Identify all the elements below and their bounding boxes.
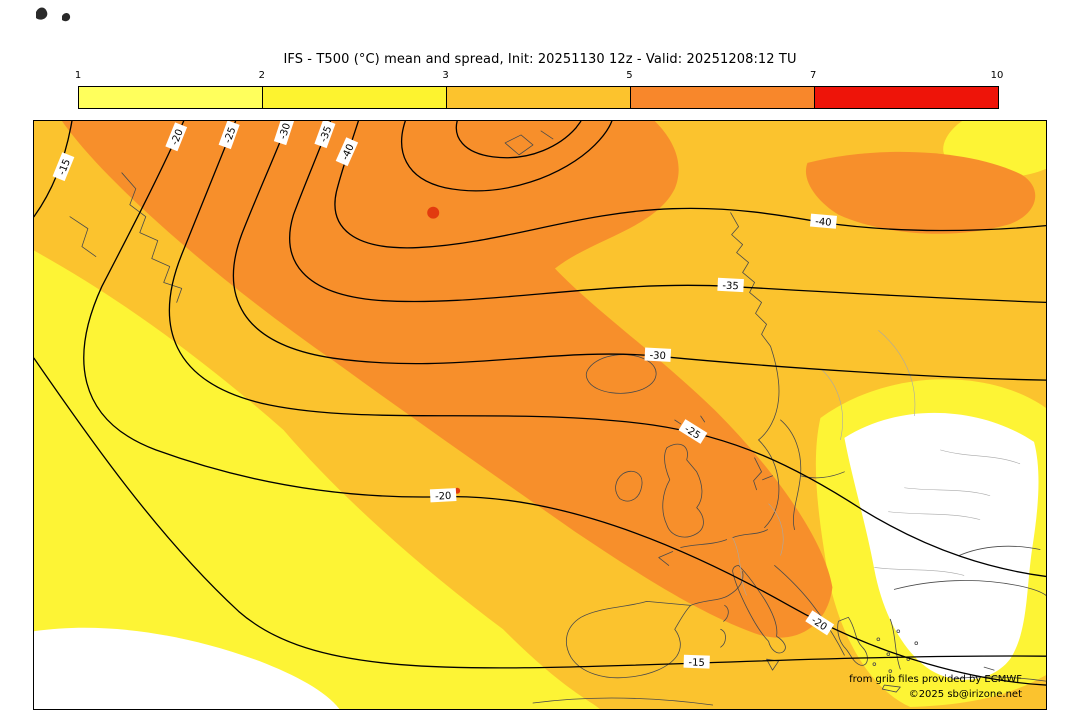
- colorbar-tick: 1: [74, 70, 82, 81]
- country-borders: [732, 330, 1021, 596]
- coastline-north-africa: [532, 697, 714, 706]
- map-canvas: -15 -20 -25 -30 -35 -40 -40 -35: [34, 121, 1046, 709]
- forecast-map: -15 -20 -25 -30 -35 -40 -40 -35: [33, 120, 1047, 710]
- aegean-islands: [872, 629, 919, 673]
- contour-inner-loop-1: [401, 121, 613, 192]
- spread-colorbar: [78, 86, 999, 109]
- coastline-black-sea-south: [893, 580, 1046, 596]
- coastline-corsica-sardinia: [720, 604, 729, 648]
- coastline-ireland: [615, 470, 643, 502]
- colorbar-tick: 7: [810, 70, 817, 81]
- colorbar-tick: 10: [990, 70, 1004, 81]
- corner-mark-1: [36, 7, 48, 20]
- svg-text:-40: -40: [815, 216, 832, 228]
- coastline-denmark: [753, 457, 773, 491]
- svg-text:-30: -30: [649, 350, 666, 362]
- isotherm-label: -30: [273, 121, 295, 146]
- spread-spot-extreme-1: [427, 206, 440, 219]
- corner-mark-2: [62, 13, 71, 22]
- colorbar-segment-1-2: [79, 87, 263, 108]
- colorbar-tick: 5: [626, 70, 633, 81]
- colorbar-tick: 2: [258, 70, 265, 81]
- contour-inner-loop-2: [455, 121, 582, 159]
- coastline-crete: [881, 684, 901, 693]
- coastline-channel: [680, 539, 728, 548]
- contour-minus30: [232, 121, 1046, 381]
- spread-region-high-trough: [61, 121, 833, 638]
- border-line: [904, 487, 991, 497]
- isotherm-label: -30: [644, 347, 672, 362]
- coastline-gulf-of-finland: [800, 471, 845, 479]
- coastline-iberia: [565, 600, 692, 679]
- svg-text:-25: -25: [223, 126, 239, 145]
- border-line: [888, 511, 981, 520]
- svg-text:-35: -35: [318, 125, 334, 144]
- credits: from grib files provided by ECMWF ©2025 …: [849, 672, 1022, 702]
- isotherm-label: -25: [218, 121, 240, 150]
- coastline-italy: [732, 565, 786, 654]
- coastline-greenland-2: [69, 216, 97, 257]
- coastline-sweden: [758, 439, 780, 529]
- colorbar-tick: 3: [442, 70, 449, 81]
- border-line: [768, 503, 784, 556]
- isotherm-contours: [34, 121, 1046, 686]
- svg-text:-35: -35: [722, 281, 739, 293]
- isotherm-label: -35: [717, 277, 744, 293]
- spread-region-low-southwest: [34, 250, 600, 709]
- coastline-norway: [730, 212, 780, 441]
- spread-region-high-northeast: [805, 151, 1036, 234]
- coastline-faroe: [674, 419, 682, 425]
- svg-text:-20: -20: [435, 491, 452, 503]
- svg-text:-15: -15: [688, 657, 705, 669]
- coastline-greece: [837, 616, 868, 666]
- coastline-brittany: [658, 551, 674, 566]
- coastline-greenland: [121, 172, 183, 303]
- corner-artifact-marks: [36, 7, 71, 22]
- colorbar-segment-2-3: [263, 87, 447, 108]
- isotherm-label: -35: [314, 121, 336, 149]
- coastline-north-sea-germany: [732, 529, 768, 538]
- coastlines: [69, 130, 1046, 706]
- coastline-great-britain: [662, 443, 704, 538]
- coastline-black-sea-north: [958, 545, 1041, 556]
- spread-shading: [34, 121, 1046, 709]
- isotherm-label: -15: [683, 654, 710, 669]
- contour-minus35: [289, 121, 1046, 304]
- page-title: IFS - T500 (°C) mean and spread, Init: 2…: [283, 52, 797, 67]
- credit-copyright: ©2025 sb@irizone.net: [908, 689, 1022, 700]
- coastline-cyprus-levant: [951, 666, 1046, 682]
- isotherm-label: -40: [809, 213, 837, 229]
- contour-minus15-south: [34, 357, 1046, 669]
- colorbar-segment-3-5: [447, 87, 631, 108]
- isotherm-label: -20: [429, 488, 457, 503]
- colorbar-tick-labels: 1 2 3 5 7 10: [74, 70, 1004, 83]
- border-line: [874, 567, 965, 576]
- colorbar-segment-5-7: [631, 87, 815, 108]
- coastline-adriatic: [774, 565, 845, 656]
- spread-region-minimal-southeast: [844, 412, 1039, 680]
- contour-minus25: [168, 121, 1046, 578]
- border-line: [822, 369, 843, 440]
- coastline-svalbard: [504, 130, 554, 156]
- contour-minus40: [334, 121, 1046, 249]
- isotherm-labels: -15 -20 -25 -30 -35 -40 -40 -35: [52, 121, 837, 669]
- spread-region-minimal-southwest: [34, 627, 340, 709]
- coastline-aegean-turkey: [889, 618, 901, 670]
- border-line: [878, 330, 916, 417]
- border-line: [732, 537, 747, 596]
- svg-text:-30: -30: [278, 122, 294, 141]
- credit-source: from grib files provided by ECMWF: [849, 674, 1022, 685]
- coastline-shetland: [700, 415, 706, 423]
- colorbar-segment-7-10: [815, 87, 998, 108]
- border-line: [940, 449, 1021, 465]
